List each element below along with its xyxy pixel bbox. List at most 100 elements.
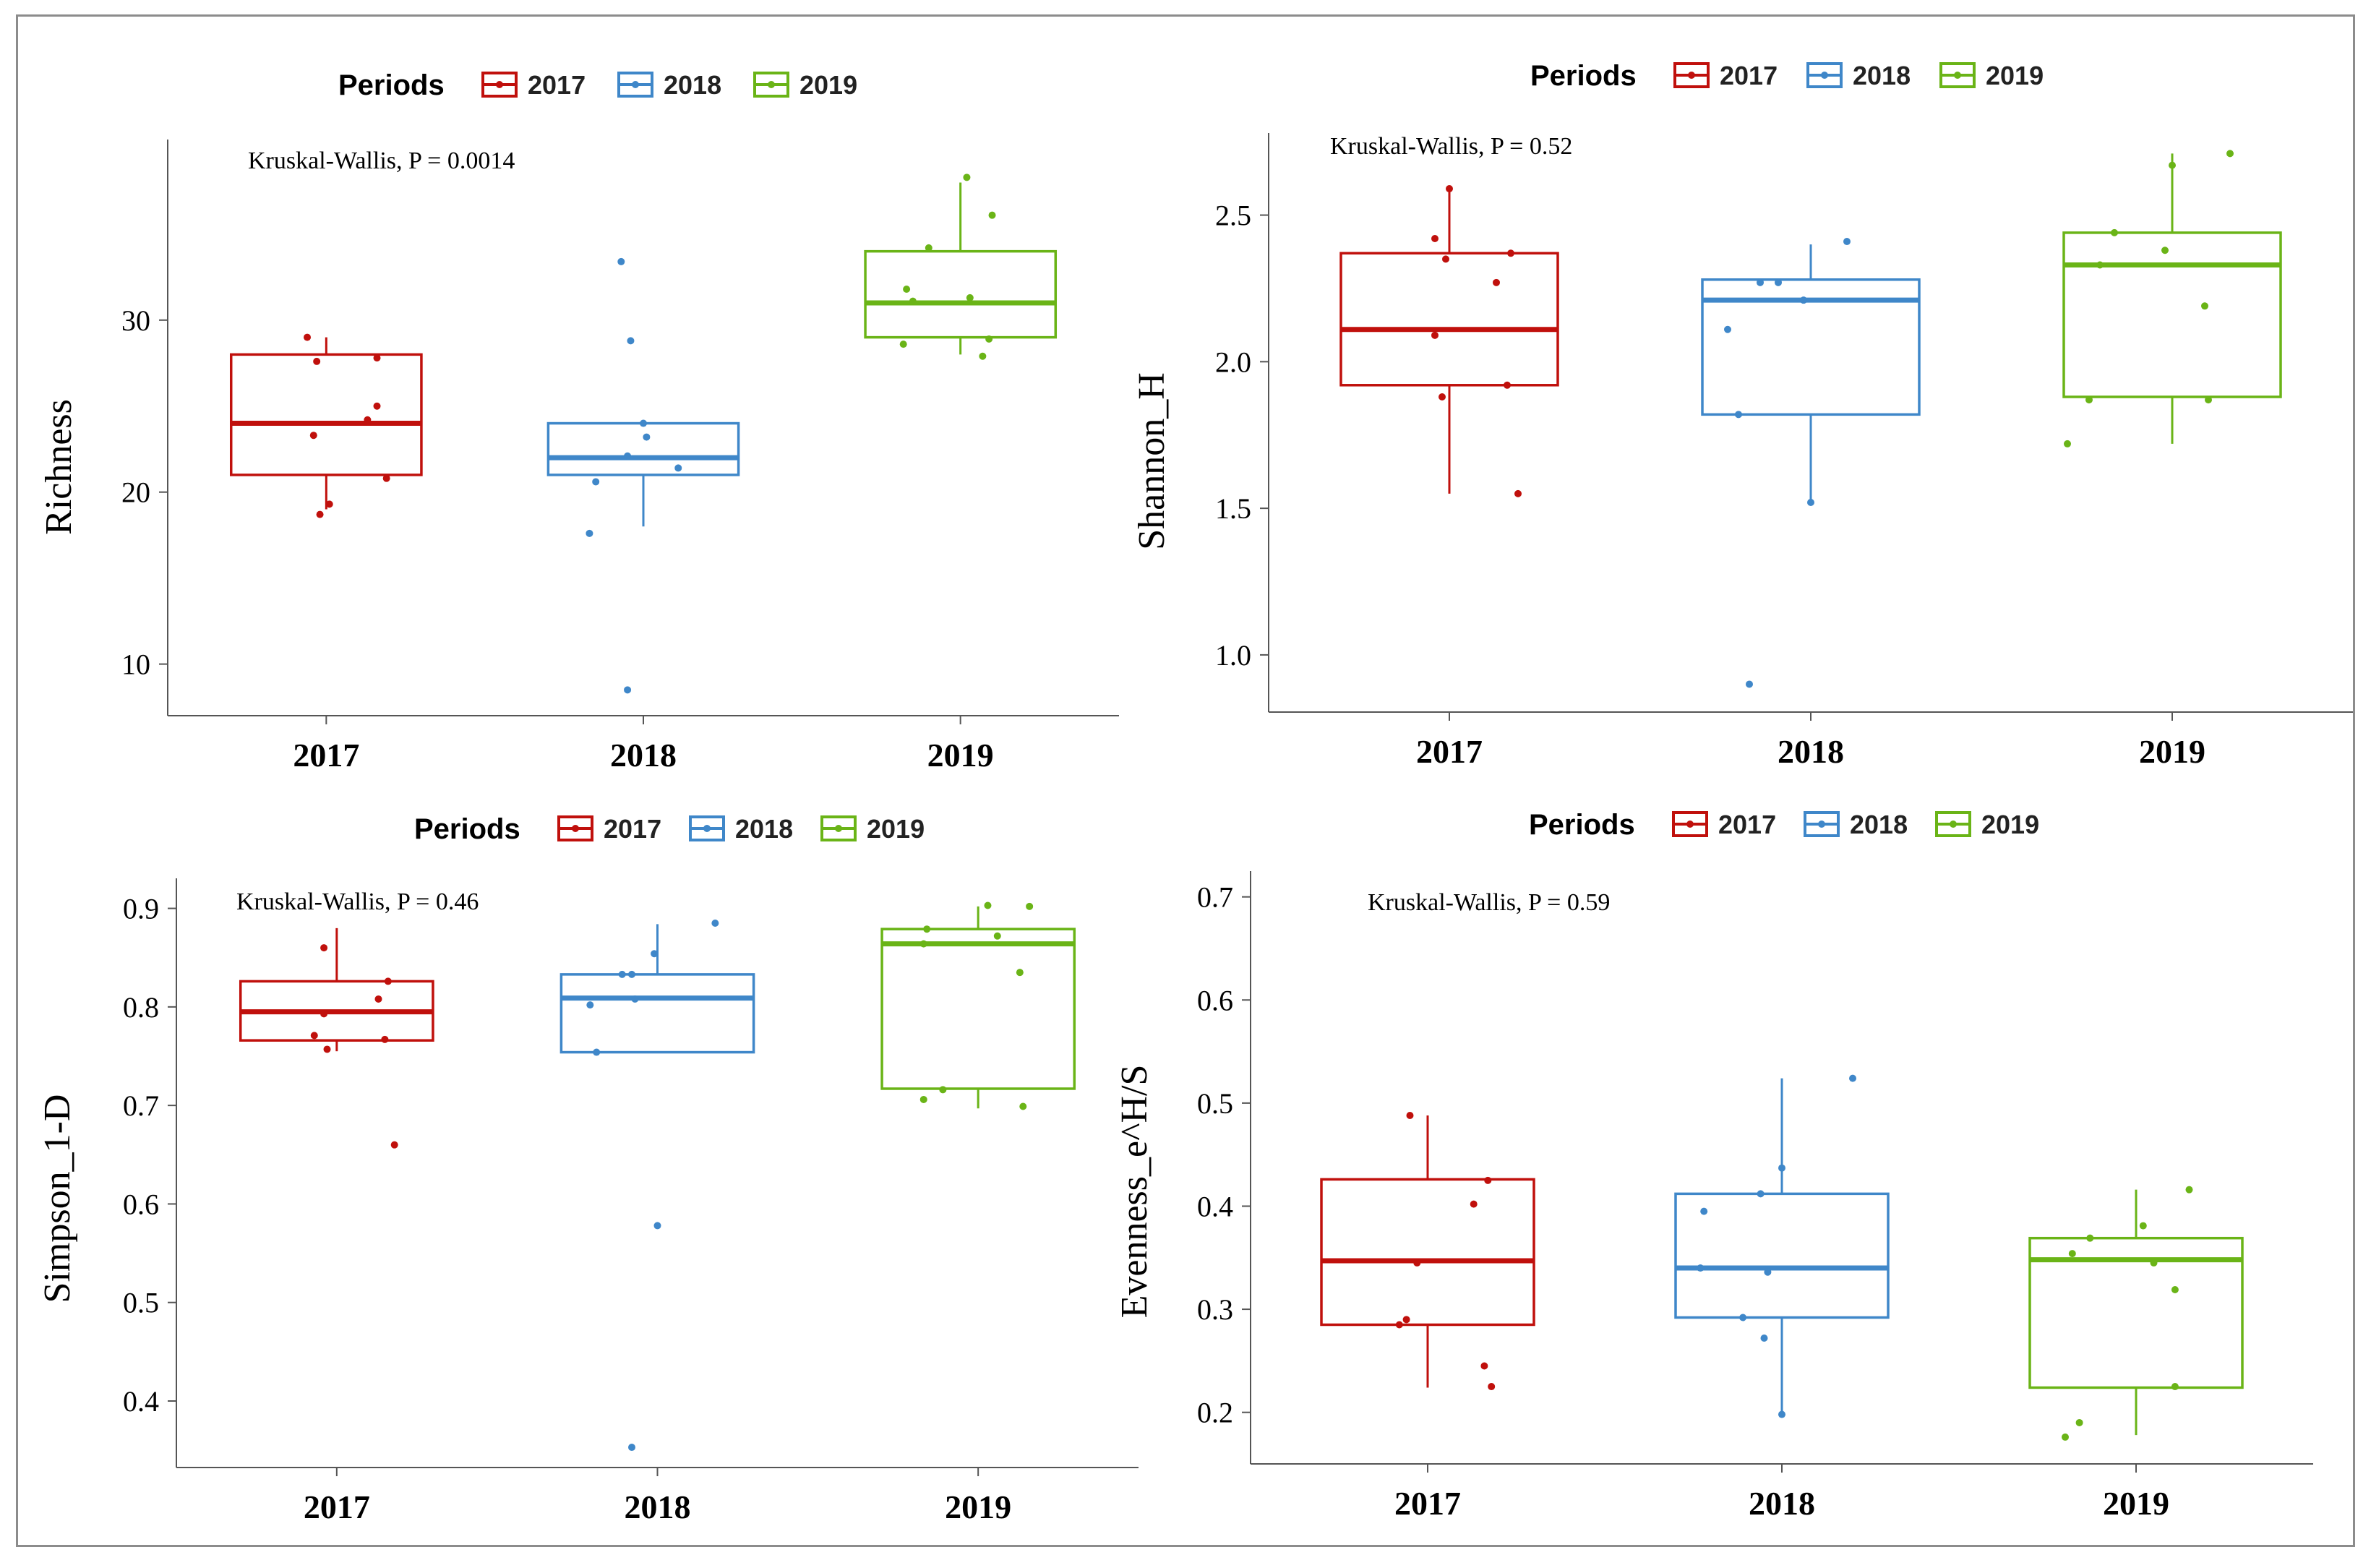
y-tick-label: 0.4 [1197,1190,1233,1222]
y-tick-label: 0.5 [123,1287,159,1319]
data-point [1431,235,1439,243]
data-point [1778,1410,1785,1418]
y-tick-label: 0.3 [1197,1293,1233,1326]
legend-key-2017: 2017 [1673,61,1778,90]
x-tick-label: 2018 [1749,1485,1815,1522]
legend-evenness: Periods 2017 2018 2019 [1529,809,2039,841]
data-point [711,920,719,927]
legend-simpson: Periods 2017 2018 2019 [414,813,925,845]
figure-frame [16,14,2355,1547]
data-point [2185,1186,2193,1194]
y-axis-label-shannon: Shannon_H [1131,372,1172,550]
data-point [628,970,636,978]
data-point [1480,1362,1488,1370]
data-point [2161,247,2169,254]
box-iqr [1320,1178,1535,1327]
data-point [1697,1264,1705,1272]
data-point [373,354,381,362]
box-2018 [1674,1078,1890,1415]
legend-label-2019: 2019 [1981,810,2039,839]
data-point [320,944,328,952]
legend-key-2018: 2018 [1804,810,1908,839]
x-tick-label: 2018 [610,737,677,774]
data-point [1807,499,1814,507]
box-2018 [546,421,740,527]
legend-label-2017: 2017 [1718,810,1776,839]
data-point [1739,1314,1747,1321]
box-iqr [864,249,1058,339]
data-point [316,510,324,518]
y-axis-label-richness: Richness [38,399,80,535]
data-point [1402,1316,1410,1324]
data-point [2169,161,2176,169]
box-2017 [229,337,423,510]
data-point [2150,1259,2158,1267]
data-point [1800,296,1807,304]
legend-label-2019: 2019 [867,814,925,844]
data-point [923,925,931,933]
box-2019 [864,182,1058,355]
box-iqr [1674,1192,1890,1319]
legend-title: Periods [1529,809,1635,841]
data-point [624,686,632,694]
data-point [919,940,927,948]
box-2017 [239,927,434,1052]
y-axis-label-evenness: Evenness_e^H/S [1114,1065,1155,1319]
box-iqr [229,353,423,476]
data-point [1016,969,1024,977]
data-point [1026,902,1034,910]
data-point [2086,1234,2094,1242]
data-point [1470,1200,1478,1208]
data-point [586,1001,594,1009]
plot-simpson: 0.4 0.5 0.6 0.7 0.8 0.9 2017 2018 2019 [123,878,1139,1525]
x-tick-label: 2019 [927,737,994,774]
legend-label-2018: 2018 [664,70,721,100]
box-2019 [880,906,1076,1109]
box-iqr [546,421,740,476]
data-point [1504,381,1511,389]
data-point [617,257,625,265]
y-tick-label: 0.9 [123,893,159,925]
data-point [1413,1259,1421,1267]
legend-label-2019: 2019 [1986,61,2044,90]
data-point [1439,393,1446,401]
x-tick-label: 2018 [625,1488,691,1525]
data-point [2201,302,2208,310]
data-point [899,340,907,348]
data-point [2139,1222,2147,1230]
data-point [631,995,639,1003]
data-point [1395,1321,1403,1329]
data-point [1757,1190,1765,1198]
data-point [593,1048,601,1056]
data-point [1843,238,1851,246]
data-point [966,294,974,301]
legend-richness: Periods 2017 2018 2019 [338,69,857,101]
data-point [1484,1176,1492,1184]
legend-key-2017: 2017 [1672,810,1776,839]
y-tick-label: 2.0 [1215,346,1251,378]
data-point [674,464,682,472]
data-point [939,1086,947,1094]
data-point [653,1222,661,1230]
data-point [1724,325,1731,333]
data-point [382,474,390,482]
data-point [309,432,317,440]
data-point [2068,1250,2076,1258]
kruskal-annotation-shannon: Kruskal-Wallis, P = 0.52 [1330,133,1572,160]
data-point [1514,489,1522,497]
y-tick-label: 0.6 [1197,984,1233,1016]
data-point [2064,440,2071,447]
x-tick-label: 2017 [293,737,359,774]
data-point [618,970,626,978]
panel-simpson: Periods 2017 2018 2019 [37,813,1139,1525]
legend-key-2018: 2018 [617,70,721,100]
panel-richness: Periods 2017 2018 2019 [38,69,1119,774]
data-point [1735,411,1742,419]
legend-label-2019: 2019 [799,70,857,100]
y-tick-label: 0.7 [123,1089,159,1122]
data-point [2205,396,2212,404]
data-point [903,285,911,293]
data-point [919,1095,927,1103]
data-point [2096,261,2104,269]
